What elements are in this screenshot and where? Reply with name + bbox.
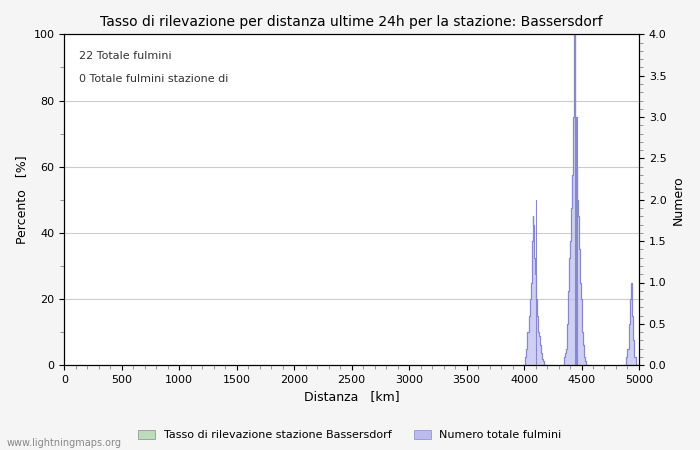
Text: www.lightningmaps.org: www.lightningmaps.org [7, 438, 122, 448]
X-axis label: Distanza   [km]: Distanza [km] [304, 391, 400, 404]
Y-axis label: Numero: Numero [672, 175, 685, 225]
Legend: Tasso di rilevazione stazione Bassersdorf, Numero totale fulmini: Tasso di rilevazione stazione Bassersdor… [134, 425, 566, 445]
Title: Tasso di rilevazione per distanza ultime 24h per la stazione: Bassersdorf: Tasso di rilevazione per distanza ultime… [100, 15, 603, 29]
Text: 22 Totale fulmini: 22 Totale fulmini [78, 51, 172, 61]
Text: 0 Totale fulmini stazione di: 0 Totale fulmini stazione di [78, 74, 228, 84]
Y-axis label: Percento   [%]: Percento [%] [15, 155, 28, 244]
